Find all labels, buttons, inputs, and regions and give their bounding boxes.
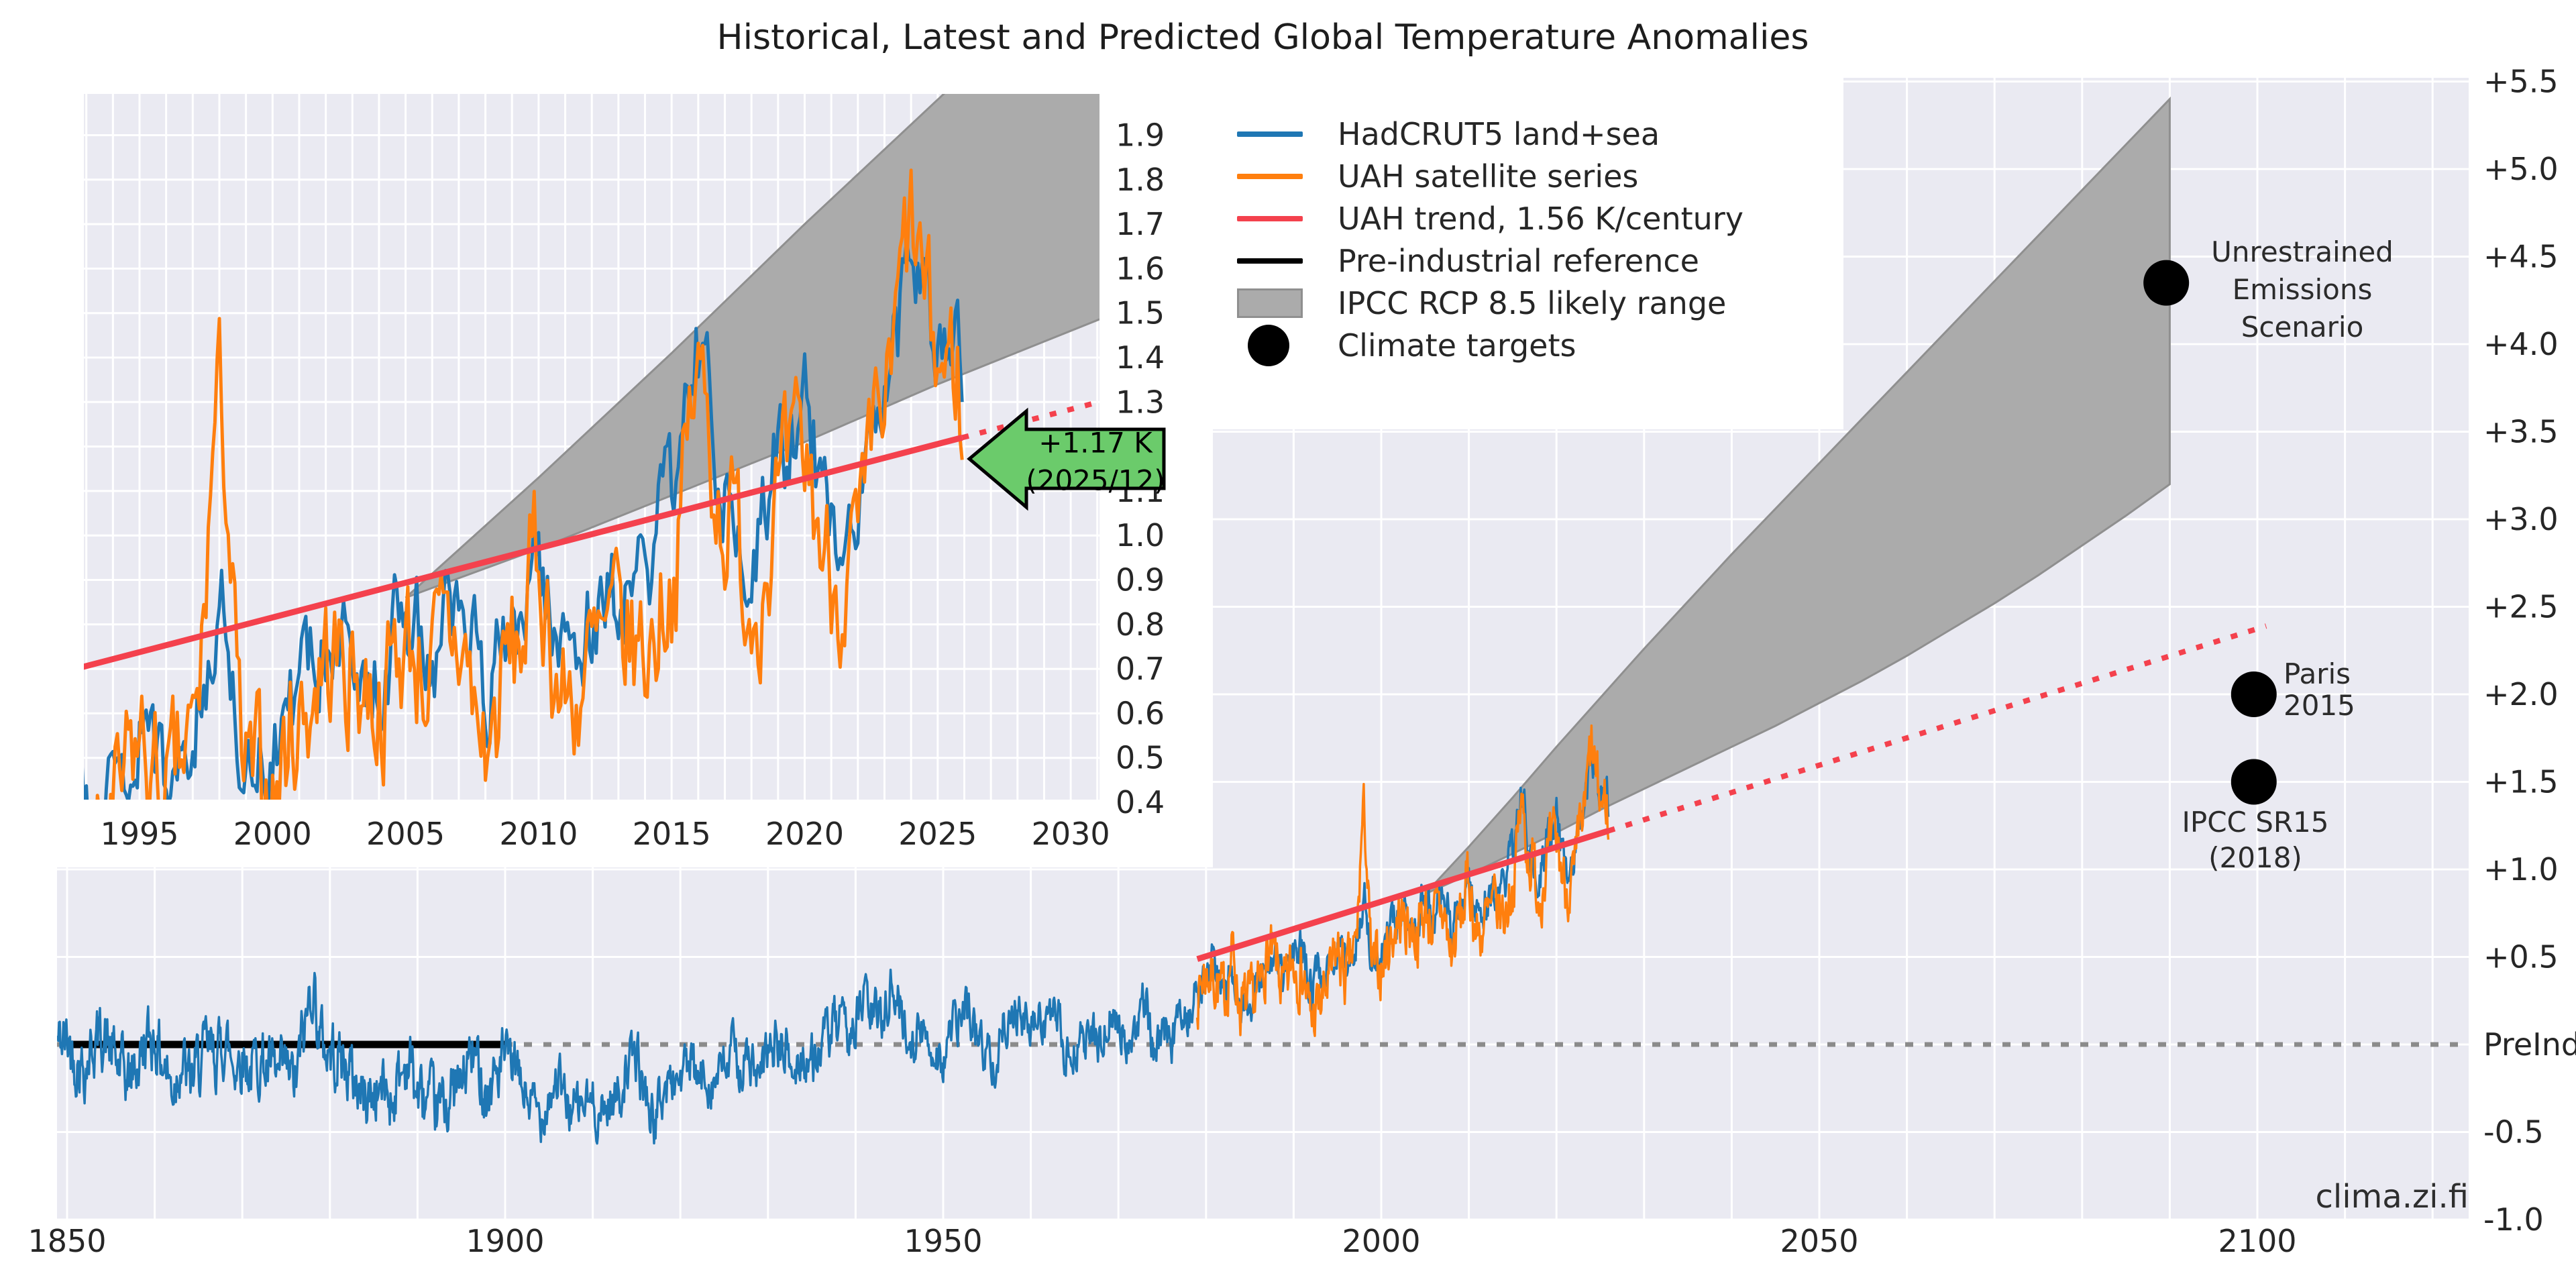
y-tick-label: +1.0: [2483, 851, 2559, 888]
y-tick-label: +2.5: [2483, 589, 2559, 625]
chart-title: Historical, Latest and Predicted Global …: [716, 17, 1809, 58]
annotation-value-text: +1.17 K: [1038, 427, 1153, 460]
inset-y-tick-label: 1.3: [1116, 384, 1165, 420]
legend-item-label: Climate targets: [1338, 327, 1576, 364]
y-tick-label: +5.5: [2483, 64, 2559, 100]
uah-trend-solid-line-inset: [84, 434, 963, 670]
legend-item: UAH trend, 1.56 K/century: [1213, 197, 1843, 239]
uah-series-line: [1195, 724, 1610, 1037]
legend-item-label: HadCRUT5 land+sea: [1338, 115, 1660, 152]
uah-trend-dotted-line: [1607, 623, 2267, 834]
rcp85-band-inset: [405, 94, 1099, 599]
y-tick-label: PreInd.: [2483, 1026, 2576, 1063]
inset-y-tick-label: 0.4: [1116, 784, 1165, 820]
y-tick-label: +5.0: [2483, 151, 2559, 187]
y-tick-label: +4.5: [2483, 239, 2559, 275]
inset-y-tick-label: 1.5: [1116, 295, 1165, 331]
inset-y-tick-label: 1.4: [1116, 339, 1165, 376]
legend: HadCRUT5 land+sea UAH satellite series UAH…: [1213, 78, 1843, 429]
target-dot-icon: [1237, 324, 1338, 366]
inset-y-tick-label: 1.0: [1116, 517, 1165, 553]
y-tick-label: +3.0: [2483, 501, 2559, 537]
legend-item-label: UAH satellite series: [1338, 158, 1639, 195]
inset-y-tick-label: 0.9: [1116, 562, 1165, 598]
inset-x-tick-label: 2025: [898, 816, 977, 852]
y-tick-label: +3.5: [2483, 414, 2559, 450]
inset-y-tick-labels: 1.91.81.71.61.51.41.31.21.11.00.90.80.70…: [1116, 117, 1165, 821]
inset-y-tick-label: 0.5: [1116, 740, 1165, 776]
x-tick-label: 2050: [1780, 1223, 1858, 1259]
x-tick-label: 2100: [2218, 1223, 2296, 1259]
inset-chart: 1995 2000 2005 2010 2015 2020 2025 2030 1.9 1.8 1…: [84, 94, 1165, 852]
climate-target-dot: [2231, 759, 2277, 805]
legend-item: Climate targets: [1213, 324, 1843, 366]
inset-y-tick-label: 0.8: [1116, 606, 1165, 643]
main-x-tick-labels: 1850 1900 1950 2000 2050 2100: [28, 1223, 2296, 1259]
line-swatch-icon: [1237, 258, 1338, 264]
x-tick-label: 1900: [466, 1223, 544, 1259]
target-label-unrestrained: Unrestrained Emissions Scenario: [2211, 235, 2394, 343]
climate-target-dot: [2143, 260, 2190, 306]
hadcrut5-series-line: [57, 751, 1610, 1145]
inset-y-tick-label: 0.7: [1116, 651, 1165, 687]
inset-x-tick-label: 2000: [233, 816, 312, 852]
y-tick-label: +2.0: [2483, 676, 2559, 712]
inset-y-tick-label: 1.6: [1116, 250, 1165, 286]
inset-x-tick-label: 2010: [499, 816, 578, 852]
main-y-tick-labels: +5.5 +5.0 +4.5 +4.0 +3.5 +3.0 +2.5 +2.0 +1.5 +1.0…: [2483, 64, 2576, 1238]
line-swatch-icon: [1237, 173, 1338, 179]
inset-x-tick-label: 2015: [633, 816, 711, 852]
y-tick-label: -0.5: [2483, 1114, 2544, 1150]
uah-trend-solid-line: [1196, 828, 1609, 962]
line-swatch-icon: [1237, 131, 1338, 137]
legend-item: Pre-industrial reference: [1213, 239, 1843, 282]
legend-item: IPCC RCP 8.5 likely range: [1213, 282, 1843, 324]
y-tick-label: -1.0: [2483, 1201, 2544, 1238]
latest-value-annotation: +1.17 K (2025/12): [967, 407, 1166, 511]
inset-y-tick-label: 1.9: [1116, 117, 1165, 154]
legend-item: UAH satellite series: [1213, 155, 1843, 197]
inset-y-tick-label: 1.8: [1116, 162, 1165, 198]
legend-item: HadCRUT5 land+sea: [1213, 113, 1843, 155]
legend-item-label: UAH trend, 1.56 K/century: [1338, 200, 1743, 237]
target-label-paris: Paris 2015: [2284, 657, 2355, 722]
inset-x-tick-label: 2005: [366, 816, 445, 852]
x-tick-label: 1850: [28, 1223, 106, 1259]
band-swatch-icon: [1237, 288, 1338, 318]
y-tick-label: +1.5: [2483, 764, 2559, 800]
inset-y-tick-label: 1.7: [1116, 206, 1165, 242]
inset-y-tick-label: 0.6: [1116, 695, 1165, 731]
target-label-ipcc-sr15: IPCC SR15 (2018): [2182, 806, 2329, 874]
climate-target-dot: [2231, 672, 2277, 717]
x-tick-label: 2000: [1342, 1223, 1420, 1259]
inset-x-tick-label: 2030: [1032, 816, 1110, 852]
inset-x-tick-label: 1995: [100, 816, 178, 852]
y-tick-label: +0.5: [2483, 939, 2559, 975]
inset-x-tick-labels: 1995 2000 2005 2010 2015 2020 2025 2030: [100, 816, 1110, 852]
legend-item-label: Pre-industrial reference: [1338, 242, 1699, 279]
uah-series-line-inset: [95, 168, 964, 800]
y-tick-label: +4.0: [2483, 326, 2559, 362]
legend-item-label: IPCC RCP 8.5 likely range: [1338, 284, 1727, 321]
annotation-date-text: (2025/12): [1026, 464, 1165, 497]
left-arrow-icon: [967, 407, 1166, 511]
inset-x-tick-label: 2020: [765, 816, 844, 852]
x-tick-label: 1950: [904, 1223, 982, 1259]
line-swatch-icon: [1237, 215, 1338, 221]
climate-target-dots: [2143, 260, 2277, 805]
watermark: clima.zi.fi: [2315, 1178, 2469, 1216]
